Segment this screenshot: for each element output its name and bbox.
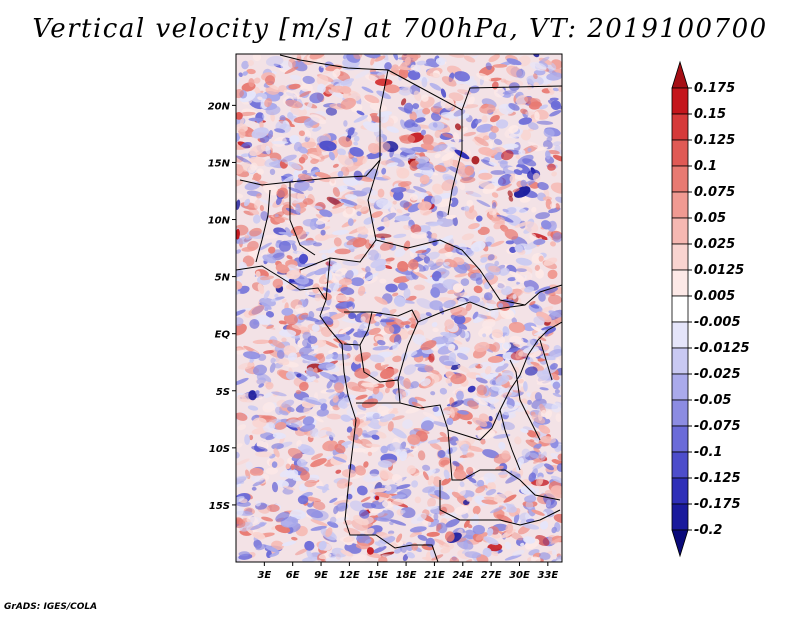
lon-tick-label: 24E: [452, 570, 473, 581]
colorbar-level-label: 0.005: [694, 289, 735, 304]
lat-tick-label: 20N: [208, 101, 231, 112]
lon-tick-label: 30E: [509, 570, 530, 581]
lat-tick-label: 5N: [215, 273, 231, 284]
country-borders: [236, 54, 562, 562]
colorbar: 0.175 0.15 0.125 0.1 0.075 0.05 0.025 0.0125 0.0…: [671, 60, 750, 558]
colorbar-swatch: [671, 139, 689, 167]
lon-tick-label: 9E: [314, 570, 328, 581]
colorbar-swatch: [671, 60, 689, 89]
colorbar-swatch: [671, 87, 689, 115]
velocity-field: [236, 54, 562, 562]
colorbar-swatch: [671, 477, 689, 505]
colorbar-level-label: 0.025: [694, 237, 735, 252]
colorbar-swatch: [671, 321, 689, 349]
latitude-axis: 20N 15N 10N 5N EQ 5S 10S 15S: [208, 101, 236, 512]
lat-tick-label: 5S: [216, 387, 230, 398]
lon-tick-label: 21E: [424, 570, 445, 581]
colorbar-level-label: -0.05: [694, 393, 731, 408]
colorbar-level-label: -0.025: [694, 367, 741, 382]
lat-tick-label: 10N: [208, 216, 231, 227]
lon-tick-label: 12E: [339, 570, 360, 581]
colorbar-level-label: 0.05: [694, 211, 726, 226]
longitude-axis: 3E 6E 9E 12E 15E 18E 21E 24E 27E 30E 33E: [257, 562, 558, 581]
colorbar-swatch: [671, 347, 689, 375]
colorbar-level-label: 0.1: [694, 159, 717, 174]
footer-credit: GrADS: IGES/COLA: [4, 602, 98, 612]
lat-tick-label: 10S: [209, 444, 230, 455]
map-frame: [235, 53, 563, 563]
colorbar-swatch: [671, 529, 689, 558]
colorbar-level-label: -0.0125: [694, 341, 750, 356]
colorbar-level-label: -0.075: [694, 419, 741, 434]
lon-tick-label: 33E: [537, 570, 558, 581]
colorbar-level-label: -0.1: [694, 445, 722, 460]
colorbar-swatch: [671, 165, 689, 193]
lon-tick-label: 3E: [257, 570, 271, 581]
lon-tick-label: 18E: [396, 570, 417, 581]
colorbar-swatch: [671, 113, 689, 141]
lon-tick-label: 15E: [367, 570, 388, 581]
colorbar-swatch: [671, 399, 689, 427]
colorbar-swatch: [671, 243, 689, 271]
colorbar-swatch: [671, 425, 689, 453]
lat-tick-label: EQ: [215, 330, 231, 341]
colorbar-swatch: [671, 503, 689, 531]
lat-tick-label: 15S: [209, 501, 230, 512]
colorbar-level-label: -0.175: [694, 497, 741, 512]
lon-tick-label: 6E: [286, 570, 300, 581]
colorbar-level-label: 0.0125: [694, 263, 744, 278]
colorbar-level-label: 0.125: [694, 133, 735, 148]
colorbar-level-label: -0.005: [694, 315, 741, 330]
colorbar-swatch: [671, 217, 689, 245]
lon-tick-label: 27E: [481, 570, 502, 581]
colorbar-level-label: 0.075: [694, 185, 735, 200]
colorbar-swatch: [671, 295, 689, 323]
chart-title: Vertical velocity [m/s] at 700hPa, VT: 2…: [32, 14, 768, 44]
colorbar-level-label: -0.2: [694, 523, 722, 538]
colorbar-swatch: [671, 269, 689, 297]
colorbar-swatch: [671, 373, 689, 401]
colorbar-swatch: [671, 191, 689, 219]
colorbar-level-label: 0.175: [694, 81, 735, 96]
lat-tick-label: 15N: [208, 158, 231, 169]
colorbar-level-label: 0.15: [694, 107, 726, 122]
colorbar-level-label: -0.125: [694, 471, 741, 486]
colorbar-swatch: [671, 451, 689, 479]
